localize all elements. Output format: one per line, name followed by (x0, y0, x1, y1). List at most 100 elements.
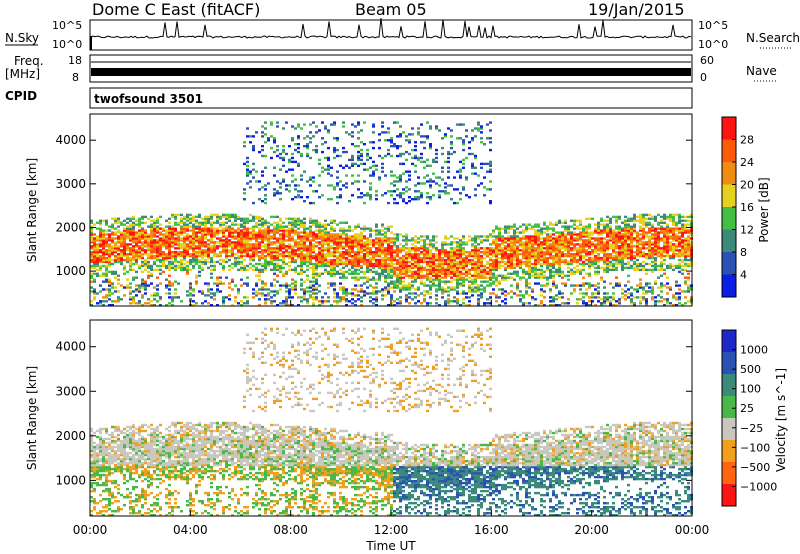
power-cell (240, 256, 243, 260)
power-cell (588, 247, 591, 250)
power-cell (126, 254, 129, 258)
power-cell (489, 253, 492, 256)
power-cell (480, 141, 483, 144)
power-cell (525, 270, 528, 274)
power-cell (231, 251, 234, 254)
power-cell (372, 243, 375, 246)
power-cell (543, 256, 546, 260)
power-cell (390, 274, 393, 277)
power-cell (189, 243, 192, 246)
power-cell (510, 290, 513, 293)
power-cell (462, 264, 465, 268)
power-cell (576, 249, 579, 252)
power-cell (315, 241, 318, 244)
power-cell (420, 192, 423, 195)
power-cell (420, 235, 423, 238)
power-cell (384, 235, 387, 238)
power-cell (183, 215, 186, 219)
power-cell (417, 196, 420, 199)
power-cell (549, 247, 552, 250)
power-cell (489, 296, 492, 299)
power-cell (534, 272, 537, 275)
power-cell (534, 235, 537, 238)
power-cell (330, 270, 333, 274)
power-cell (147, 243, 150, 246)
power-cell (438, 284, 441, 287)
power-cell (501, 235, 504, 238)
power-cell (234, 296, 237, 299)
power-cell (384, 249, 387, 252)
power-cell (213, 264, 216, 268)
power-cell (156, 231, 159, 234)
power-cell (264, 243, 267, 246)
power-cell (282, 251, 285, 254)
power-cell (246, 254, 249, 258)
power-cell (375, 241, 378, 244)
power-cell (132, 225, 135, 228)
power-cell (243, 247, 246, 250)
power-cell (201, 229, 204, 232)
power-cell (261, 239, 264, 242)
power-cell (90, 280, 93, 283)
power-cell (381, 245, 384, 248)
power-cell (528, 249, 531, 252)
power-cell (270, 258, 273, 262)
power-cell (564, 282, 567, 285)
power-cell (132, 247, 135, 250)
power-cell (177, 213, 180, 217)
power-cell (330, 235, 333, 238)
power-cell (510, 256, 513, 260)
power-cell (489, 278, 492, 281)
power-cell (525, 280, 528, 283)
power-cell (501, 288, 504, 291)
power-cell (567, 274, 570, 277)
power-cell (237, 251, 240, 254)
power-cell (330, 229, 333, 232)
power-cell (216, 282, 219, 285)
power-cell (594, 237, 597, 240)
power-cell (348, 258, 351, 262)
power-cell (606, 247, 609, 250)
power-cell (414, 145, 417, 148)
power-cell (366, 292, 369, 295)
power-cell (447, 274, 450, 277)
power-cell (294, 221, 297, 224)
power-cell (288, 254, 291, 258)
power-cell (600, 233, 603, 236)
power-cell (549, 245, 552, 248)
power-cell (348, 200, 351, 203)
power-cell (471, 274, 474, 277)
power-cell (459, 272, 462, 275)
power-cell (492, 241, 495, 244)
power-cell (360, 254, 363, 258)
power-cell (117, 237, 120, 240)
power-cell (237, 241, 240, 244)
power-cell (396, 239, 399, 242)
power-cell (177, 241, 180, 244)
power-cell (231, 237, 234, 240)
power-cell (327, 231, 330, 234)
power-cell (348, 292, 351, 295)
power-cell (558, 247, 561, 250)
power-cell (99, 274, 102, 277)
power-cell (501, 300, 504, 303)
power-cell (324, 300, 327, 303)
power-cell (597, 227, 600, 230)
power-cell (393, 249, 396, 252)
power-cell (258, 229, 261, 232)
power-cell (357, 243, 360, 246)
power-cell (450, 262, 453, 266)
power-cell (384, 154, 387, 158)
power-cell (378, 176, 381, 179)
power-cell (414, 270, 417, 274)
power-cell (456, 264, 459, 268)
power-cell (573, 245, 576, 248)
power-cell (198, 225, 201, 228)
power-cell (162, 253, 165, 256)
power-cell (102, 258, 105, 262)
power-cell (372, 239, 375, 242)
power-cell (351, 298, 354, 301)
power-cell (342, 254, 345, 258)
power-cell (297, 237, 300, 240)
